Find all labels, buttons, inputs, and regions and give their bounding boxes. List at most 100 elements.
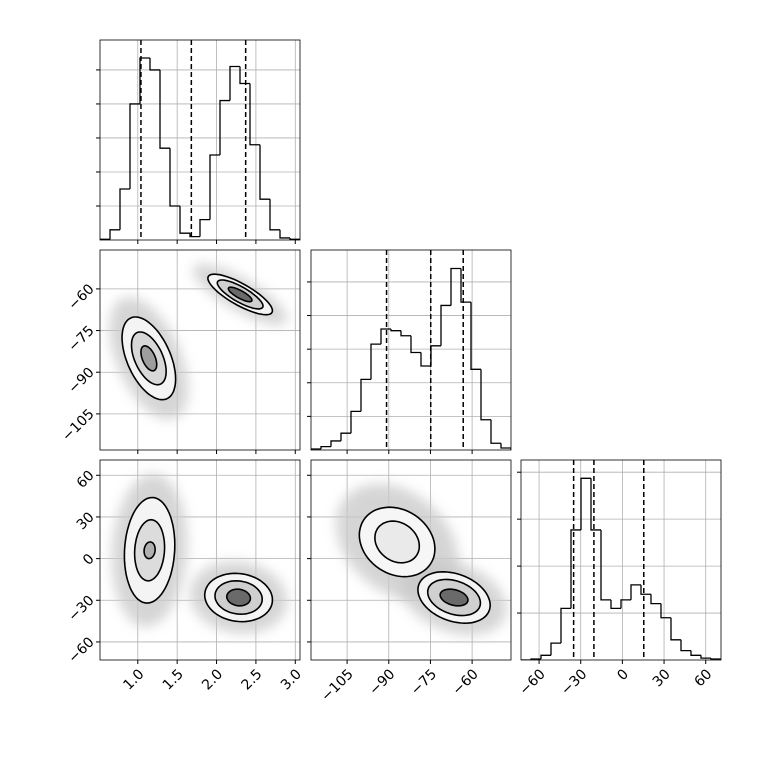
histogram-step <box>370 343 381 380</box>
y-tick-label: −60 <box>65 634 97 666</box>
histogram-step <box>560 607 571 644</box>
histogram-step <box>650 594 661 605</box>
histogram-step <box>580 477 591 530</box>
x-tick-label: 60 <box>691 666 715 690</box>
x-tick-label: 1.0 <box>120 666 147 693</box>
y-tick-label: 0 <box>80 551 98 569</box>
contour <box>226 588 252 607</box>
panel: 1.0 1.5 2.0 2.5 3.0 −60 −30 0 30 60 <box>65 459 305 693</box>
histogram-step <box>269 199 280 231</box>
histogram-step <box>500 443 511 450</box>
histogram-step <box>640 584 651 595</box>
panel-frame <box>99 459 301 661</box>
histogram-step <box>129 103 140 189</box>
histogram-step <box>109 229 120 240</box>
histogram-step <box>289 237 300 240</box>
panel <box>96 39 301 244</box>
histogram-step <box>430 345 441 366</box>
histogram-step <box>450 267 461 306</box>
histogram-step <box>690 650 701 656</box>
histogram-step <box>610 599 621 610</box>
histogram-step <box>680 639 691 652</box>
histogram-step <box>159 69 170 149</box>
histogram-step <box>440 304 451 346</box>
y-tick-label: −105 <box>59 406 98 445</box>
y-tick-label: 30 <box>74 509 98 533</box>
panel-frame <box>310 459 512 661</box>
contour <box>143 541 156 560</box>
x-tick-label: 30 <box>650 666 674 690</box>
panel: −105 −90 −75 −60 <box>59 249 301 454</box>
histogram-step <box>400 330 411 337</box>
plot-area <box>100 40 300 240</box>
panel <box>307 249 512 454</box>
x-tick-label: −90 <box>366 666 398 698</box>
plot-area <box>100 460 300 660</box>
contour <box>439 588 469 607</box>
histogram-step <box>169 148 180 207</box>
histogram-step <box>311 448 321 450</box>
x-tick-label: 1.5 <box>160 666 187 693</box>
histogram-step <box>470 302 481 370</box>
histogram-step <box>139 57 150 104</box>
histogram-step <box>630 584 641 600</box>
y-tick-label: −90 <box>65 365 97 397</box>
x-tick-label: −30 <box>558 666 590 698</box>
panel-frame <box>310 249 512 451</box>
histogram-step <box>100 238 110 240</box>
histogram-step <box>340 432 351 441</box>
panel: −60 −30 0 30 60 <box>517 459 722 699</box>
contour <box>227 286 253 303</box>
histogram-step <box>570 529 581 609</box>
histogram-step <box>490 419 501 444</box>
plot-area <box>311 250 511 450</box>
histogram-step <box>119 188 130 230</box>
histogram-step <box>189 233 200 238</box>
y-tick-label: −60 <box>65 281 97 313</box>
contour <box>374 520 421 564</box>
histogram-step <box>620 599 631 609</box>
histogram-step <box>209 154 220 220</box>
histogram-step <box>710 658 721 660</box>
panel-frame <box>99 39 301 241</box>
histogram-step <box>330 440 341 447</box>
histogram-step <box>590 478 601 531</box>
x-tick-label: 0 <box>614 666 632 684</box>
histogram-step <box>600 529 611 601</box>
histogram-step <box>249 83 260 146</box>
histogram-step <box>540 654 551 660</box>
plot-area <box>100 250 300 450</box>
histogram-step <box>350 410 361 434</box>
y-tick-label: −75 <box>65 323 97 355</box>
panel: −105 −90 −75 −60 <box>307 459 512 705</box>
x-tick-label: 2.5 <box>239 666 266 693</box>
x-tick-label: −60 <box>517 666 549 698</box>
contour <box>140 344 158 372</box>
plot-area <box>311 460 511 660</box>
histogram-step <box>279 229 290 239</box>
histogram-step <box>360 378 371 412</box>
y-tick-label: −30 <box>65 593 97 625</box>
panel-frame <box>520 459 722 661</box>
histogram-step <box>199 218 210 237</box>
histogram-step <box>390 328 401 332</box>
histogram-step <box>259 144 270 200</box>
histogram-step <box>239 66 250 85</box>
histogram-step <box>480 369 491 421</box>
x-tick-label: 3.0 <box>278 666 305 693</box>
y-tick-label: 60 <box>74 468 98 492</box>
x-tick-label: −75 <box>408 666 440 698</box>
x-tick-label: −60 <box>450 666 482 698</box>
panel-frame <box>99 249 301 451</box>
histogram-step <box>410 335 421 354</box>
histogram-step <box>149 58 160 71</box>
histogram-step <box>219 99 230 155</box>
histogram-step <box>229 65 240 101</box>
histogram-step <box>660 603 671 619</box>
histogram-step <box>320 445 331 449</box>
histogram-step <box>550 642 561 656</box>
x-tick-label: 2.0 <box>199 666 226 693</box>
histogram-step <box>460 268 471 303</box>
plot-area <box>521 460 721 660</box>
